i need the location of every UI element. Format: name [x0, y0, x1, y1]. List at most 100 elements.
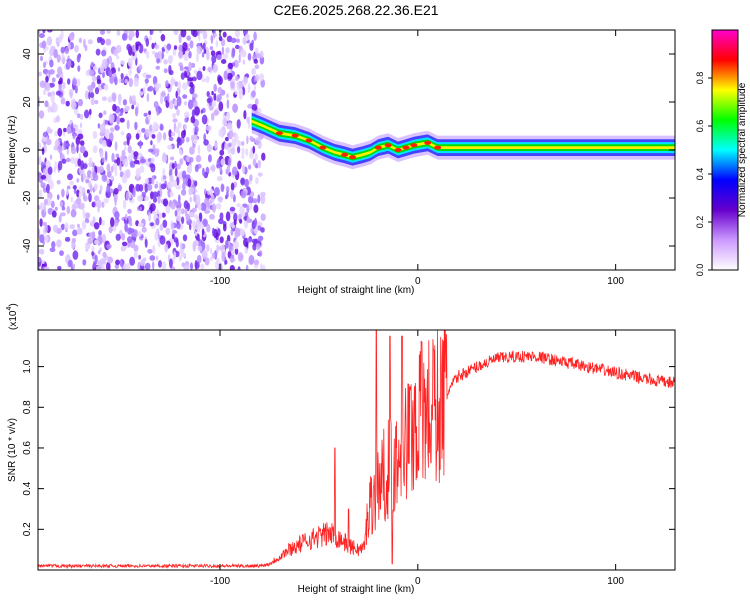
spectrogram-cell [85, 69, 91, 77]
spectrogram-cell [38, 71, 42, 77]
spectrogram-cell [121, 233, 126, 241]
spectrogram-cell [90, 97, 96, 106]
spectrogram-cell [237, 140, 242, 147]
y-tick-label: -40 [22, 238, 33, 253]
spectrogram-cell [116, 55, 120, 60]
spectrogram-cell [122, 263, 128, 270]
spectrogram-cell [150, 140, 153, 146]
spectrogram-cell [231, 47, 236, 57]
spectrogram-cell [54, 206, 58, 211]
spectrogram-cell [38, 256, 42, 263]
spectrogram-cell [200, 109, 203, 114]
snr-x-label: Height of straight line (km) [298, 584, 415, 595]
spectrogram-cell [161, 212, 166, 218]
spectrogram-cell [71, 237, 77, 244]
spectrogram-cell [256, 53, 261, 59]
spectrogram-cell [254, 137, 261, 145]
spectrogram-cell [114, 141, 118, 151]
spectrogram-cell [69, 224, 75, 230]
spectrogram-cell [171, 233, 175, 240]
spectrogram-cell [38, 33, 45, 39]
spectrogram-cell [211, 252, 216, 259]
spectrogram-cell [160, 94, 163, 105]
spectrogram-cell [110, 217, 115, 228]
spectrogram-cell [221, 59, 227, 64]
spectrogram-peak [410, 143, 418, 148]
spectrogram-cell [168, 136, 174, 142]
spectrogram-cell [172, 179, 177, 188]
spectrogram-cell [100, 30, 105, 35]
spectrogram-cell [42, 89, 47, 96]
spectrogram-cell [254, 217, 257, 228]
spectrogram-cell [105, 178, 110, 184]
spectrogram-peak [424, 140, 432, 145]
spectrogram-cell [213, 83, 217, 92]
spectrogram-cell [230, 228, 234, 236]
spectrogram-cell [197, 245, 203, 252]
spectrogram-cell [128, 154, 133, 162]
spectrogram-cell [209, 247, 213, 255]
spectrogram-cell [254, 153, 258, 161]
spectrogram-cell [93, 65, 98, 71]
spectrogram-cell [219, 149, 225, 156]
spectrogram-cell [115, 259, 121, 266]
spectrogram-cell [68, 89, 74, 97]
spectrogram-cell [111, 152, 115, 163]
spectrogram-cell [44, 100, 49, 108]
spectrogram-cell [101, 49, 107, 57]
spectrogram-cell [94, 87, 100, 95]
spectrogram-cell [88, 192, 92, 203]
spectrogram-cell [127, 236, 133, 244]
spectrogram-cell [145, 128, 150, 138]
spectrogram-cell [47, 104, 52, 113]
colorbar-tick-label: 0.6 [695, 120, 705, 133]
spectrogram-cell [226, 112, 230, 122]
spectrogram-cell [152, 50, 156, 55]
spectrogram-cell [77, 65, 81, 72]
spectrogram-cell [39, 55, 44, 62]
spectrogram-cell [152, 261, 155, 270]
spectrogram-cell [72, 185, 78, 190]
spectrogram-cell [84, 90, 89, 100]
colorbar: 0.0 0.2 0.4 0.6 0.8 Normalized spectral ampl… [695, 29, 748, 276]
spectrogram-cell [194, 134, 198, 144]
spectrogram-cell [143, 112, 148, 117]
spectrogram-cell [193, 221, 199, 230]
spectrogram-cell [243, 110, 247, 120]
spectrogram-cell [257, 194, 261, 204]
spectrogram-cell [114, 197, 117, 207]
spectrogram-cell [120, 73, 124, 79]
spectrogram-cell [188, 212, 195, 217]
spectrogram-cell [176, 96, 182, 107]
spectrogram-cell [84, 44, 88, 52]
spectrogram-cell [97, 203, 100, 213]
spectrogram-cell [62, 81, 66, 90]
spectrogram-cell [139, 140, 142, 149]
spectrogram-cell [96, 79, 102, 85]
spectrogram-cell [144, 238, 148, 248]
spectrogram-cell [66, 147, 70, 155]
spectrogram-cell [40, 174, 47, 180]
spectrogram-cell [56, 115, 60, 123]
spectrogram-x-ticks: -100 0 100 [210, 30, 624, 287]
spectrogram-cell [89, 69, 94, 77]
spectrogram-cell [122, 199, 127, 210]
spectrogram-cell [214, 141, 218, 149]
spectrogram-cell [183, 264, 189, 270]
y-tick-label: 20 [22, 96, 33, 108]
spectrogram-cell [66, 188, 69, 196]
spectrogram-cell [77, 113, 81, 119]
snr-y-scale: (x104) [6, 303, 19, 330]
spectrogram-cell [106, 184, 111, 194]
spectrogram-cell [221, 251, 226, 262]
spectrogram-cell [205, 125, 212, 131]
spectrogram-cell [227, 62, 233, 70]
spectrogram-cell [175, 126, 179, 134]
spectrogram-cell [141, 226, 147, 233]
spectrogram-cell [157, 195, 161, 204]
spectrogram-cell [110, 175, 114, 181]
spectrogram-cell [167, 92, 170, 103]
spectrogram-cell [167, 181, 173, 189]
spectrogram-cell [60, 30, 64, 40]
spectrogram-cell [231, 166, 238, 176]
